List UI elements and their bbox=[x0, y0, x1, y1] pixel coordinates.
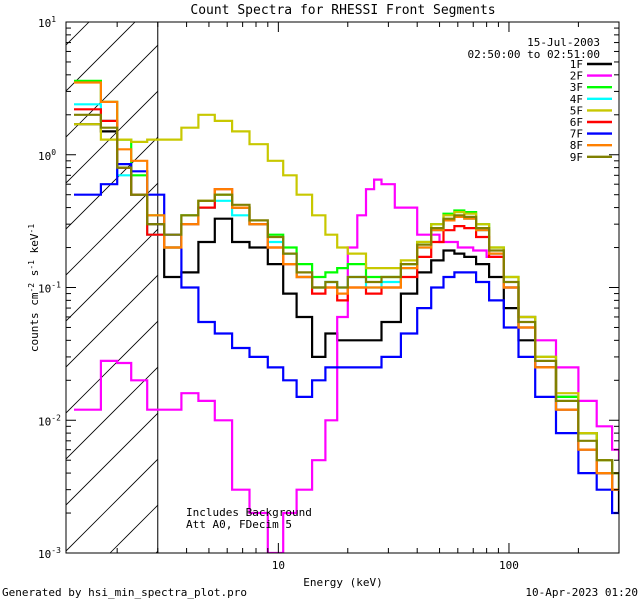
hatch-line bbox=[66, 412, 158, 506]
legend-label-9f: 9F bbox=[570, 151, 583, 164]
y-tick-label: 10-1 bbox=[38, 281, 61, 296]
legend-label-8f: 8F bbox=[570, 139, 583, 152]
y-axis-label: counts cm-2 s-1 keV-1 bbox=[27, 224, 41, 352]
hatch-line bbox=[66, 458, 158, 552]
y-tick-label: 101 bbox=[38, 15, 56, 30]
series-line-3f bbox=[74, 79, 619, 490]
legend-label-3f: 3F bbox=[570, 81, 583, 94]
hatch-line bbox=[66, 182, 158, 276]
legend-label-7f: 7F bbox=[570, 128, 583, 141]
series-line-5f bbox=[74, 113, 619, 490]
legend-time-range: 02:50:00 to 02:51:00 bbox=[468, 48, 600, 61]
y-tick-label: 100 bbox=[38, 148, 56, 163]
legend-label-5f: 5F bbox=[570, 104, 583, 117]
x-tick-label: 100 bbox=[499, 559, 519, 572]
series-line-6f bbox=[74, 108, 619, 491]
footer-generator: Generated by hsi_min_spectra_plot.pro bbox=[2, 586, 247, 599]
series-line-8f bbox=[74, 81, 619, 491]
hatch-line bbox=[66, 22, 136, 92]
chart-title: Count Spectra for RHESSI Front Segments bbox=[190, 3, 495, 18]
hatch-line bbox=[66, 136, 158, 230]
series-line-7f bbox=[74, 163, 619, 515]
y-tick-label: 10-2 bbox=[38, 413, 61, 428]
attenuator-note: Att A0, FDecim 5 bbox=[186, 518, 292, 531]
legend-date: 15-Jul-2003 bbox=[527, 36, 600, 49]
hatch-line bbox=[0, 0, 26, 553]
legend-label-2f: 2F bbox=[570, 70, 583, 83]
legend: 15-Jul-2003 02:50:00 to 02:51:00 1F2F3F4… bbox=[468, 36, 612, 164]
legend-label-4f: 4F bbox=[570, 93, 583, 106]
footer-timestamp: 10-Apr-2023 01:20 bbox=[525, 586, 638, 599]
x-axis-label: Energy (keV) bbox=[303, 576, 382, 589]
axis-ticks: 10 100 10-3 10-2 10-1 100 101 bbox=[38, 15, 620, 572]
hatch-line bbox=[66, 44, 158, 138]
series-group bbox=[74, 79, 619, 553]
y-tick-label: 10-3 bbox=[38, 546, 61, 561]
legend-label-1f: 1F bbox=[570, 58, 583, 71]
background-note: Includes Background bbox=[186, 506, 312, 519]
x-tick-label: 10 bbox=[272, 559, 285, 572]
background-hatch-region bbox=[0, 0, 159, 553]
legend-label-6f: 6F bbox=[570, 116, 583, 129]
hatch-line bbox=[66, 228, 158, 322]
series-line-9f bbox=[74, 113, 619, 490]
series-line-4f bbox=[74, 103, 619, 491]
series-line-1f bbox=[74, 123, 619, 513]
